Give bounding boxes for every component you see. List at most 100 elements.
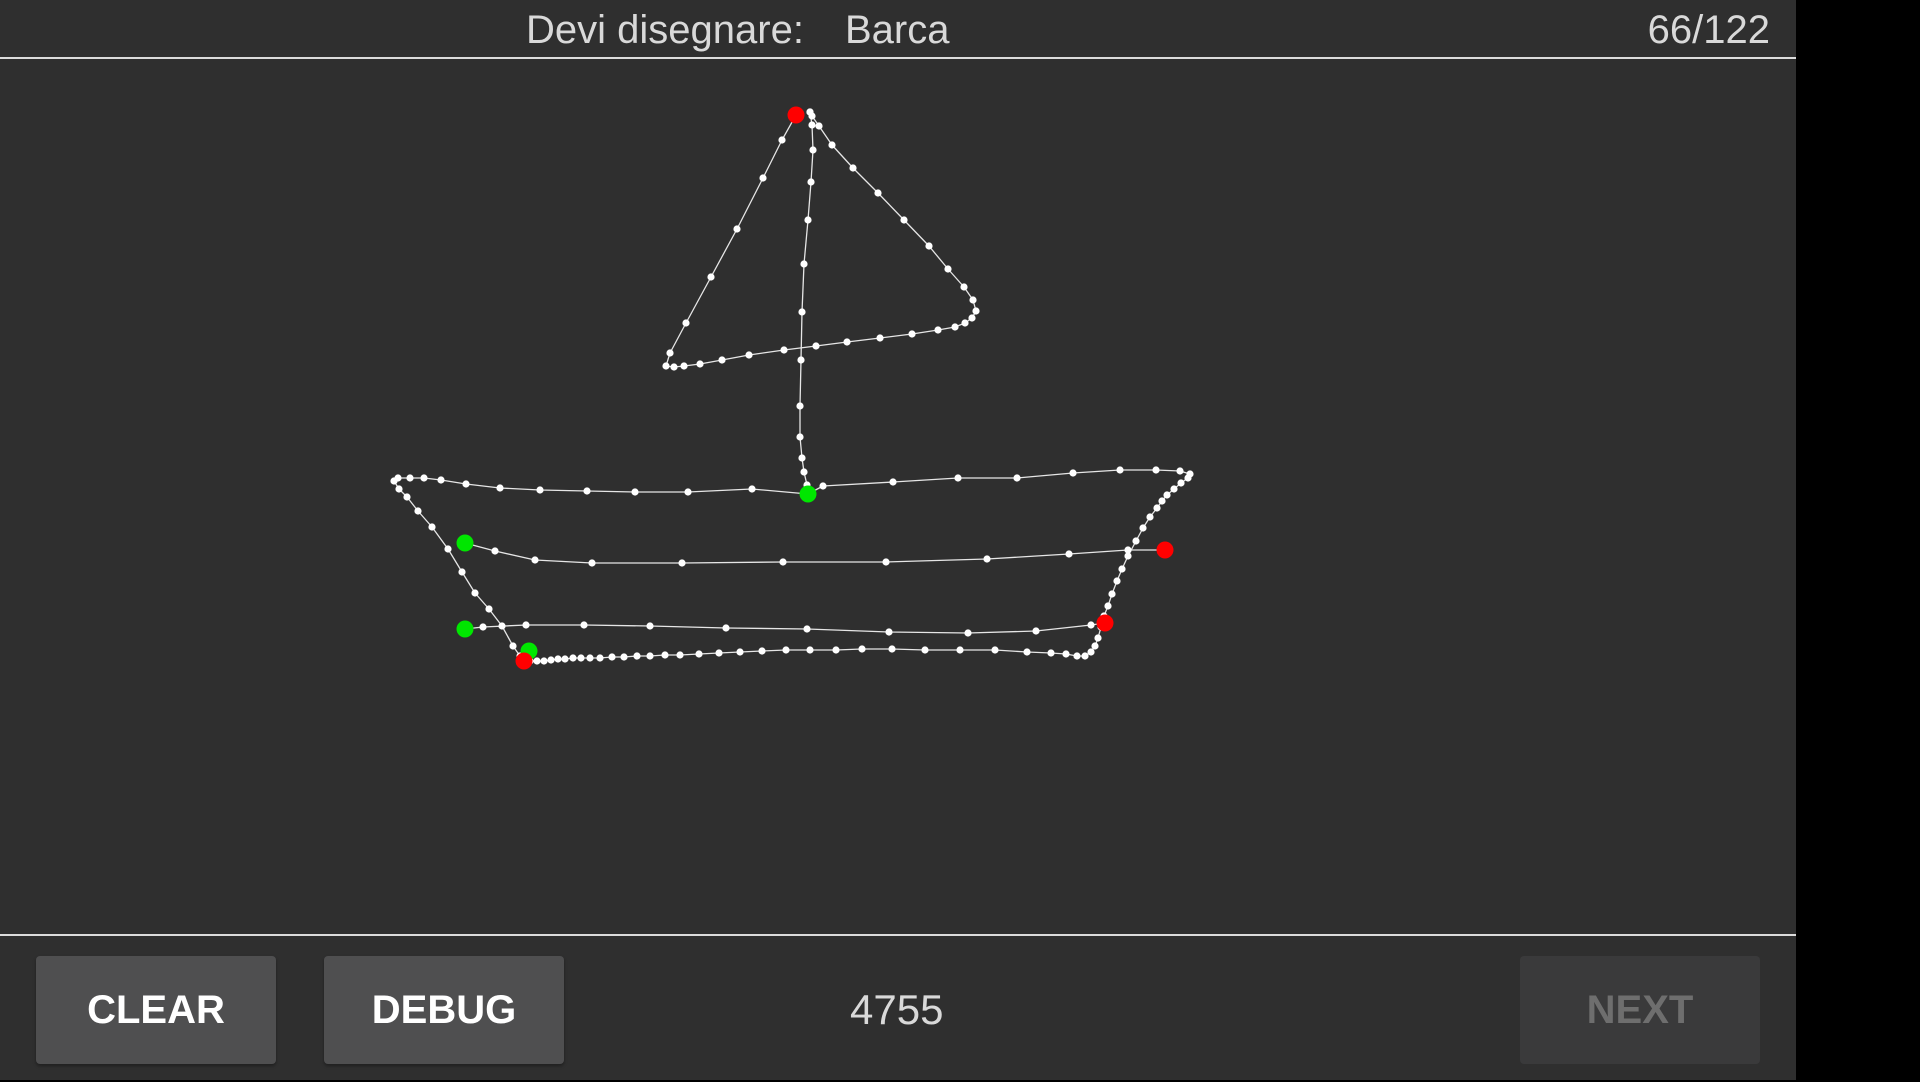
stroke-point [631,488,639,496]
stroke-point [1087,648,1095,656]
stroke-point [969,296,977,304]
stroke-point [779,558,787,566]
stroke-point [531,556,539,564]
stroke-point [807,178,815,186]
stroke-end-marker [1156,541,1174,559]
stroke-point [874,189,882,197]
stroke-point [1146,513,1154,521]
stroke-point [1094,634,1102,642]
stroke-point [968,314,976,322]
stroke-point [522,621,530,629]
stroke-point [577,654,585,662]
stroke-point [496,484,504,492]
stroke-point [1152,466,1160,474]
drawing-canvas[interactable] [0,59,1796,935]
stroke-point [509,642,517,650]
stroke-point [491,547,499,555]
stroke-point [796,433,804,441]
stroke-point [1108,590,1116,598]
progress-counter: 66/122 [1647,8,1770,52]
stroke-point [972,307,980,315]
stroke-point [815,122,823,130]
stroke-point [843,338,851,346]
stroke-point [1104,602,1112,610]
stroke-point [809,146,817,154]
stroke-point [806,108,814,116]
stroke-point [646,652,654,660]
stroke-point [1023,648,1031,656]
stroke-point [1069,469,1077,477]
stroke-point [934,326,942,334]
stroke-point [569,654,577,662]
stroke-point [798,454,806,462]
stroke-point [583,487,591,495]
stroke-point [588,559,596,567]
debug-button[interactable]: DEBUG [324,956,564,1064]
stroke-point [1170,485,1178,493]
stroke-point [828,141,836,149]
stroke-hull-line-lower [464,622,1106,634]
stroke-point [666,349,674,357]
stroke-point [804,216,812,224]
stroke-point [479,623,487,631]
stroke-point [759,174,767,182]
stroke-point [954,474,962,482]
stroke-point [722,624,730,632]
drawing-svg[interactable] [0,59,1796,935]
stroke-point [695,650,703,658]
stroke-point [547,656,555,664]
stroke-point [1184,474,1192,482]
stroke-point [1158,497,1166,505]
stroke-point [533,657,541,665]
stroke-point [888,645,896,653]
stroke-point [536,486,544,494]
stroke-point [956,646,964,654]
stroke-point [798,308,806,316]
stroke-point [406,474,414,482]
stroke-point [819,482,827,490]
stroke-point [462,480,470,488]
stroke-point [646,622,654,630]
stroke-point [1047,649,1055,657]
stroke-point [1091,642,1099,650]
next-button[interactable]: NEXT [1520,956,1760,1064]
clear-button[interactable]: CLEAR [36,956,276,1064]
stroke-point [782,646,790,654]
prompt-word: Barca [845,8,950,52]
stroke-point [900,216,908,224]
stroke-point [414,507,422,515]
stroke-point [1081,652,1089,660]
stroke-point [403,493,411,501]
score-value: 4755 [850,986,944,1033]
stroke-point [1087,621,1095,629]
stroke-point [485,605,493,613]
stroke-point [758,647,766,655]
stroke-point [678,559,686,567]
stroke-end-marker [515,652,533,670]
stroke-point [882,558,890,566]
stroke-point [1062,650,1070,658]
stroke-point [803,625,811,633]
stroke-point [736,648,744,656]
drawing-app: Devi disegnare: Barca 66/122 CLEAR DEBUG… [0,0,1796,1080]
stroke-point [1176,467,1184,475]
stroke-point [1073,652,1081,660]
stroke-point [498,622,506,630]
stroke-point [707,273,715,281]
stroke-point [696,360,704,368]
stroke-point [670,363,678,371]
stroke-point [620,653,628,661]
prompt-label: Devi disegnare: [526,8,804,52]
stroke-point [394,474,402,482]
stroke-point [471,589,479,597]
stroke-sail [665,111,977,368]
stroke-point [876,334,884,342]
stroke-point [1153,504,1161,512]
stroke-point [540,657,548,665]
stroke-point [1124,552,1132,560]
stroke-point [812,342,820,350]
stroke-point [944,265,952,273]
stroke-point [676,651,684,659]
stroke-point [586,654,594,662]
stroke-point [951,323,959,331]
